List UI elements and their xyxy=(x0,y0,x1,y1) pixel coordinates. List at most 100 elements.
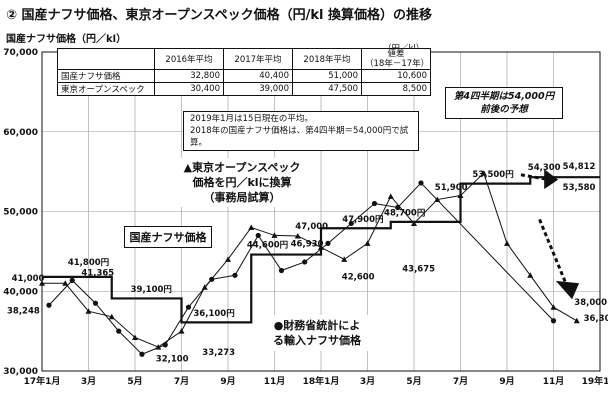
tokyo-point xyxy=(132,334,138,341)
tokyo-point xyxy=(573,317,580,324)
tokyo-point xyxy=(62,280,69,286)
data-label: 33,273 xyxy=(202,348,235,358)
tokyo-point xyxy=(178,328,185,334)
tokyo-point xyxy=(248,224,255,230)
table-header-cell: 2018年平均 xyxy=(292,48,362,70)
callout-line: る輸入ナフサ価格 xyxy=(273,334,361,347)
mof-import-callout: ●財務省統計によ る輸入ナフサ価格 xyxy=(253,315,381,351)
mof-point xyxy=(116,328,122,334)
mof-point xyxy=(325,240,331,246)
mof-point xyxy=(255,232,261,239)
data-label: 54,300 xyxy=(528,163,561,173)
tokyo-point xyxy=(411,220,417,226)
tokyo-point xyxy=(364,240,371,246)
average-price-table: 2016年平均 2017年平均 2018年平均 値差 （18年－17年） 国産ナ… xyxy=(57,48,431,96)
tokyo-point xyxy=(504,240,510,246)
mof-point xyxy=(69,277,75,283)
mof-point xyxy=(395,204,401,211)
mof-point xyxy=(46,302,52,308)
data-label: 53,500円 xyxy=(472,170,513,180)
data-label: 46,930 xyxy=(291,240,324,250)
table-header-row: 2016年平均 2017年平均 2018年平均 値差 （18年－17年） xyxy=(57,48,431,70)
tokyo-point xyxy=(108,313,115,320)
forecast-arrow-head xyxy=(555,280,580,300)
table-cell: 51,000 xyxy=(292,69,362,83)
data-label: 41,000 xyxy=(12,274,45,284)
callout-line: 価格を円／klに換算 xyxy=(192,176,292,189)
tokyo-point xyxy=(550,304,557,310)
tokyo-point xyxy=(318,244,324,250)
data-label: 32,100 xyxy=(156,354,189,364)
tokyo-point xyxy=(39,280,45,286)
mof-point xyxy=(278,267,285,274)
table-cell: 国産ナフサ価格 xyxy=(57,69,155,83)
data-label: 51,900 xyxy=(435,183,468,193)
mof-point xyxy=(550,318,557,324)
callout-line: （事務局試算） xyxy=(203,191,281,204)
x-tick-label: 5月 xyxy=(127,376,142,387)
mof-point xyxy=(348,220,354,227)
mof-point xyxy=(302,259,308,265)
callout-line: 第4四半期は54,000円 xyxy=(453,91,555,102)
y-tick-label: 30,000 xyxy=(3,367,38,377)
note-box: 2019年1月は15日現在の平均。 2018年の国産ナフサ価格は、第4四半期＝5… xyxy=(183,111,419,151)
data-label: 38,248 xyxy=(7,307,40,317)
mof-point xyxy=(139,351,145,357)
x-tick-label: 3月 xyxy=(81,376,96,387)
tokyo-point xyxy=(480,170,487,176)
note-line: 2019年1月は15日現在の平均。 xyxy=(190,114,313,124)
x-tick-label: 11月 xyxy=(543,376,565,387)
naphtha-callout: 国産ナフサ価格 xyxy=(124,226,212,248)
table-cell: 8,500 xyxy=(361,82,431,96)
table-cell: 40,400 xyxy=(223,69,293,83)
data-label: 47,000 xyxy=(295,222,328,232)
data-label: 41,365 xyxy=(81,268,114,278)
x-tick-label: 18年1月 xyxy=(303,375,340,387)
table-header-cell: 2017年平均 xyxy=(223,48,293,70)
tokyo-point xyxy=(457,192,464,199)
x-tick-label: 7月 xyxy=(453,376,468,387)
data-label: 39,100円 xyxy=(131,285,172,295)
table-cell: 10,600 xyxy=(361,69,431,83)
y-tick-label: 50,000 xyxy=(3,208,38,218)
series-tokyo-line xyxy=(42,172,578,348)
y-axis-label: 国産ナフサ価格（円／kl） xyxy=(6,34,127,45)
forecast-arrow-head xyxy=(544,169,559,190)
table-cell: 30,400 xyxy=(154,82,224,96)
tokyo-openspec-callout: ▲東京オープンスペック 価格を円／klに換算 （事務局試算） xyxy=(165,158,319,207)
data-label: 41,800円 xyxy=(68,258,109,268)
table-header-cell: 値差 （18年－17年） xyxy=(361,48,431,70)
tokyo-point xyxy=(271,232,278,238)
data-label: 38,000 xyxy=(574,298,607,308)
callout-line: ●財務省統計によ xyxy=(273,319,361,332)
x-tick-label: 9月 xyxy=(499,376,514,387)
data-label: 53,580 xyxy=(563,183,596,193)
series-mof-line xyxy=(48,182,554,355)
data-label: 36,100円 xyxy=(193,309,234,319)
table-cell: 32,800 xyxy=(154,69,224,83)
data-label: 42,600 xyxy=(342,272,375,282)
data-label: 54,812 xyxy=(563,162,596,172)
table-header-cell: 2016年平均 xyxy=(154,48,224,70)
table-cell: 東京オープンスペック xyxy=(57,82,155,96)
x-tick-label: 5月 xyxy=(406,376,421,387)
tokyo-point xyxy=(341,256,348,262)
x-tick-label: 9月 xyxy=(220,376,235,387)
series-naphtha-line xyxy=(42,176,600,324)
y-tick-label: 70,000 xyxy=(3,48,38,58)
table-header-cell xyxy=(57,48,155,70)
x-tick-label: 11月 xyxy=(264,376,286,387)
mof-point xyxy=(185,304,192,310)
forecast-arrow xyxy=(520,173,550,182)
table-row: 国産ナフサ価格 32,800 40,400 51,000 10,600 xyxy=(57,69,431,83)
mof-point xyxy=(162,342,168,348)
x-tick-label: 17年1月 xyxy=(24,375,61,387)
data-label: 43,675 xyxy=(402,264,435,274)
callout-line: 前後の予想 xyxy=(480,104,528,115)
tokyo-point xyxy=(294,232,301,239)
page-title: ② 国産ナフサ価格、東京オープンスペック価格（円/kl 換算価格）の推移 xyxy=(6,8,432,23)
mof-point xyxy=(232,272,238,278)
x-tick-label: 19年1月 xyxy=(582,375,608,387)
q4-forecast-callout: 第4四半期は54,000円 前後の予想 xyxy=(445,87,563,119)
